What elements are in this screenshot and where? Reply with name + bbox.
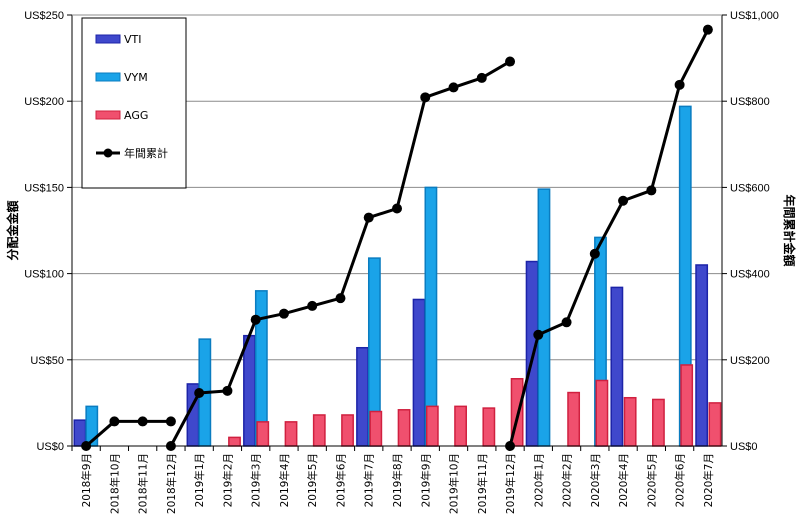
bar-vti [356,346,369,447]
legend-vym-label: VYM [124,71,148,84]
x-tick-label: 2020年6月 [674,453,687,507]
cumulative-line-segment [169,60,511,447]
cumulative-point [165,416,176,427]
y2-axis-title: 年間累計金額 [782,194,797,266]
x-tick-label: 2019年10月 [448,453,461,514]
cumulative-point [646,185,657,196]
y2-tick-label: US$0 [730,441,758,453]
x-tick-label: 2020年4月 [617,453,630,507]
legend-agg-swatch [95,110,121,120]
y-tick-label: US$100 [24,269,64,281]
cumulative-point [335,293,346,304]
x-tick-label: 2019年9月 [419,453,432,507]
bar-vti [610,286,624,447]
x-tick-label: 2019年5月 [306,453,319,507]
cumulative-point [674,79,685,90]
bar-agg [228,436,241,447]
cumulative-line-segment [85,419,171,448]
y2-tick-label: US$200 [730,355,770,367]
cumulative-point [222,385,233,396]
bar-agg [284,421,298,447]
x-tick-label: 2018年11月 [137,453,150,514]
bar-agg [256,421,270,447]
legend-vti-swatch [95,34,121,44]
cumulative-point [278,308,289,319]
legend-cumulative-marker [103,148,113,158]
cumulative-point [194,387,205,398]
bar-agg [397,409,411,447]
legend-box [81,17,187,189]
bar-agg [652,398,665,447]
y-axis-title: 分配金金額 [5,200,20,260]
bar-agg [312,414,326,447]
bar-agg [708,402,722,447]
x-tick-label: 2018年9月 [80,453,93,507]
x-tick-label: 2019年11月 [476,453,489,514]
x-tick-label: 2019年12月 [504,453,517,514]
y2-tick-label: US$400 [730,269,770,281]
legend-agg-label: AGG [124,109,148,122]
bar-vym [537,188,551,447]
bar-agg [567,391,581,447]
bar-agg [595,379,609,447]
cumulative-line-segment [508,28,710,447]
cumulative-point [618,195,629,206]
legend-vym-swatch [95,72,121,82]
bar-agg [680,364,694,447]
cumulative-point [589,248,600,259]
bar-agg [341,414,354,447]
x-tick-label: 2019年3月 [250,453,263,507]
cumulative-point [137,416,148,427]
cumulative-point [109,416,120,427]
bar-vti [412,298,426,447]
y2-tick-label: US$800 [730,96,770,108]
x-tick-label: 2020年3月 [589,453,602,507]
x-tick-label: 2018年12月 [165,453,178,514]
x-tick-label: 2020年1月 [532,453,545,507]
x-tick-label: 2020年2月 [561,453,574,507]
x-tick-label: 2018年10月 [108,453,121,514]
bar-agg [369,410,383,447]
cumulative-point [448,82,459,93]
cumulative-point [702,24,713,35]
x-tick-label: 2019年6月 [334,453,347,507]
y-tick-label: US$250 [24,10,64,22]
bar-agg [454,405,467,447]
x-tick-label: 2019年4月 [278,453,291,507]
cumulative-point [476,72,487,83]
y-tick-label: US$200 [24,96,64,108]
x-tick-label: 2019年7月 [363,453,376,507]
bar-vti [243,334,256,447]
x-tick-label: 2020年7月 [702,453,715,507]
y2-tick-label: US$1,000 [730,10,779,22]
axes [67,14,727,451]
cumulative-point [505,56,516,67]
y-tick-label: US$0 [36,441,64,453]
bar-agg [425,405,439,447]
cumulative-point [307,300,318,311]
bar-agg [623,396,637,447]
bar-vti [695,264,709,447]
cumulative-point [561,317,572,328]
legend-cumulative-label: 年間累計 [124,146,168,160]
x-tick-label: 2019年1月 [193,453,206,507]
x-tick-label: 2019年8月 [391,453,404,507]
cumulative-point [533,329,544,340]
cumulative-point [392,203,402,214]
y2-tick-label: US$600 [730,182,770,194]
cumulative-point [250,314,261,325]
bar-agg [482,407,496,447]
legend: VTI VYM AGG 年間累計 [81,17,187,189]
cumulative-point [363,212,374,223]
cumulative-line [81,24,713,451]
tick-labels: US$0 US$0 US$50 US$200 US$100 US$400 US$150 US$… [24,10,779,514]
y-tick-label: US$150 [24,182,64,194]
x-tick-label: 2019年2月 [221,453,234,507]
legend-vti-label: VTI [124,33,142,46]
y-tick-label: US$50 [30,355,64,367]
x-tick-label: 2020年5月 [645,453,658,507]
cumulative-point [420,92,431,103]
